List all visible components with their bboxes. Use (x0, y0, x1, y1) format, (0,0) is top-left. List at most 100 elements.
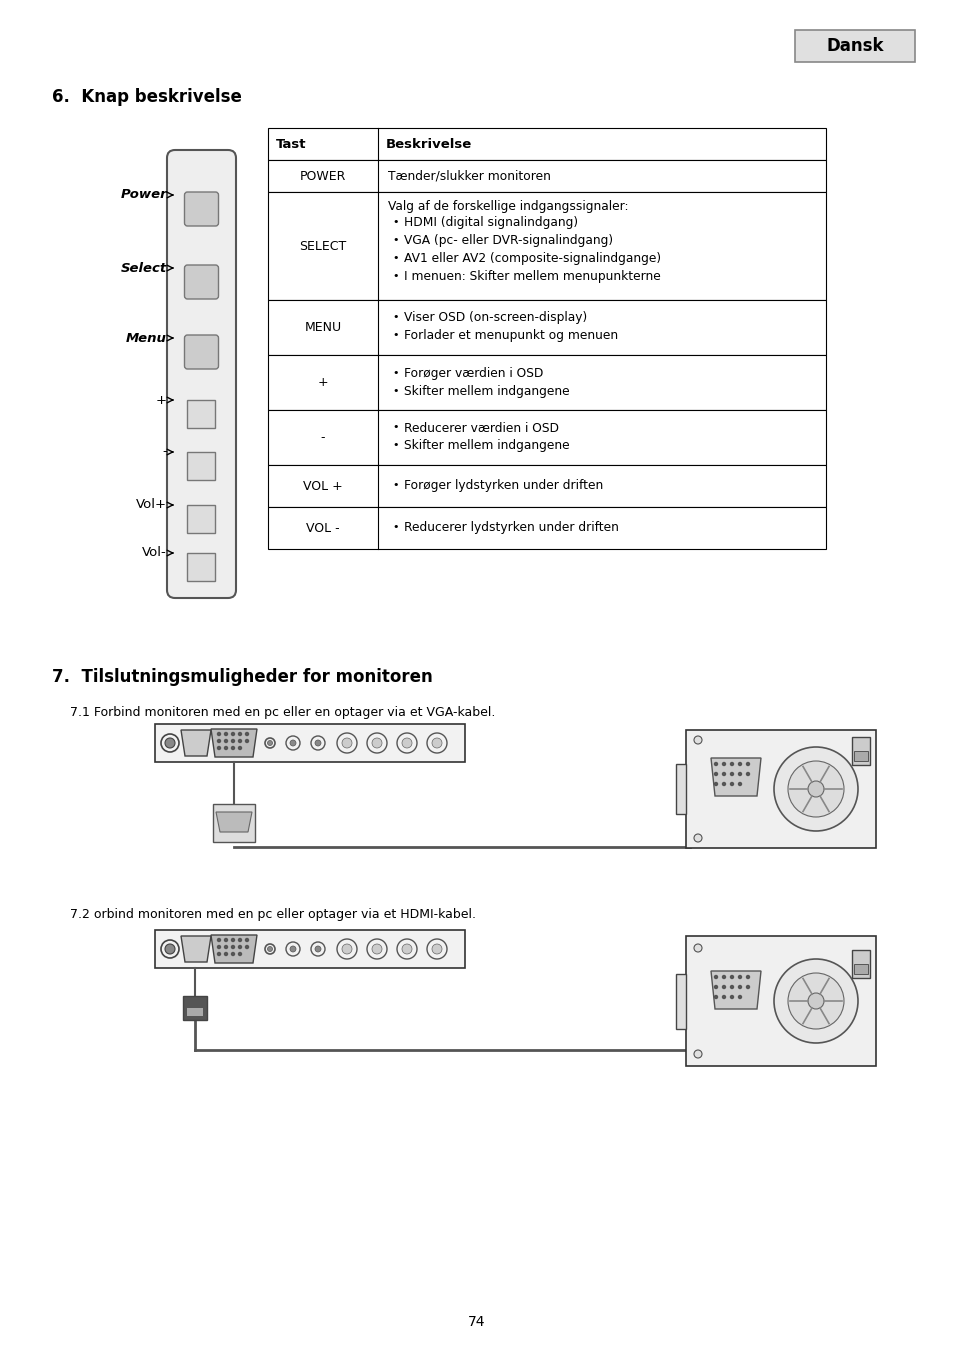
Text: •: • (392, 312, 398, 323)
Text: -: - (162, 446, 167, 459)
Bar (183, 996, 207, 1021)
Circle shape (745, 763, 749, 765)
Circle shape (245, 733, 248, 736)
Bar (685, 936, 875, 1066)
Circle shape (773, 747, 857, 832)
Bar (268, 410, 825, 464)
Polygon shape (710, 757, 760, 796)
Bar (676, 973, 685, 1029)
Circle shape (341, 738, 352, 748)
Polygon shape (211, 729, 256, 757)
Circle shape (714, 976, 717, 979)
Circle shape (787, 761, 843, 817)
Circle shape (286, 736, 299, 751)
Circle shape (693, 944, 701, 952)
Text: Beskrivelse: Beskrivelse (386, 138, 472, 150)
Circle shape (745, 772, 749, 775)
Bar (268, 161, 825, 192)
Bar (676, 764, 685, 814)
Circle shape (721, 976, 724, 979)
Text: VGA (pc- eller DVR-signalindgang): VGA (pc- eller DVR-signalindgang) (403, 234, 613, 247)
Circle shape (232, 938, 234, 941)
Circle shape (224, 733, 227, 736)
Circle shape (217, 733, 220, 736)
Bar (268, 300, 825, 355)
Circle shape (738, 986, 740, 988)
Bar (187, 1008, 203, 1017)
Circle shape (730, 986, 733, 988)
Text: Reducerer lydstyrken under driften: Reducerer lydstyrken under driften (403, 521, 618, 535)
Text: Valg af de forskellige indgangssignaler:: Valg af de forskellige indgangssignaler: (388, 200, 628, 213)
Circle shape (238, 740, 241, 743)
Text: Forøger værdien i OSD: Forøger værdien i OSD (403, 366, 543, 379)
Circle shape (161, 734, 179, 752)
Circle shape (738, 783, 740, 786)
Text: MENU: MENU (304, 321, 341, 333)
Text: •: • (392, 271, 398, 281)
Circle shape (265, 944, 274, 954)
Circle shape (165, 738, 174, 748)
Circle shape (372, 738, 381, 748)
Text: -: - (320, 431, 325, 444)
Circle shape (714, 772, 717, 775)
Circle shape (714, 995, 717, 999)
Circle shape (267, 741, 273, 745)
Circle shape (693, 834, 701, 842)
Circle shape (265, 738, 274, 748)
Circle shape (314, 946, 320, 952)
Bar (213, 805, 254, 842)
Circle shape (738, 976, 740, 979)
Circle shape (773, 958, 857, 1044)
Circle shape (714, 986, 717, 988)
Circle shape (217, 945, 220, 949)
Circle shape (372, 944, 381, 954)
Circle shape (232, 953, 234, 956)
FancyBboxPatch shape (184, 265, 218, 298)
Circle shape (427, 940, 447, 958)
Text: SELECT: SELECT (299, 239, 346, 252)
Circle shape (730, 995, 733, 999)
Circle shape (224, 747, 227, 749)
Bar (188, 452, 215, 481)
Circle shape (245, 938, 248, 941)
Circle shape (286, 942, 299, 956)
Circle shape (238, 747, 241, 749)
Circle shape (238, 945, 241, 949)
FancyBboxPatch shape (184, 192, 218, 225)
Bar (268, 355, 825, 410)
Text: Power: Power (120, 189, 167, 201)
Circle shape (238, 938, 241, 941)
Bar (268, 464, 825, 508)
Circle shape (432, 738, 441, 748)
Circle shape (245, 740, 248, 743)
Bar (154, 930, 464, 968)
Text: Dansk: Dansk (825, 36, 882, 55)
Text: •: • (392, 235, 398, 244)
Circle shape (311, 736, 325, 751)
Circle shape (367, 940, 387, 958)
Circle shape (238, 733, 241, 736)
Circle shape (217, 740, 220, 743)
Bar (188, 505, 215, 533)
Circle shape (217, 938, 220, 941)
Text: •: • (392, 386, 398, 396)
Circle shape (238, 953, 241, 956)
Polygon shape (211, 936, 256, 963)
Circle shape (232, 733, 234, 736)
Circle shape (787, 973, 843, 1029)
Text: +: + (156, 393, 167, 406)
Circle shape (714, 783, 717, 786)
Text: Vol+: Vol+ (136, 498, 167, 512)
Circle shape (224, 945, 227, 949)
Circle shape (432, 944, 441, 954)
Circle shape (245, 945, 248, 949)
Circle shape (721, 772, 724, 775)
Text: •: • (392, 331, 398, 340)
Circle shape (745, 986, 749, 988)
Bar (794, 30, 914, 62)
Text: •: • (392, 481, 398, 490)
Circle shape (738, 995, 740, 999)
Circle shape (267, 946, 273, 952)
Text: 7.2 orbind monitoren med en pc eller optager via et HDMI-kabel.: 7.2 orbind monitoren med en pc eller opt… (70, 909, 476, 921)
Bar (188, 554, 215, 580)
